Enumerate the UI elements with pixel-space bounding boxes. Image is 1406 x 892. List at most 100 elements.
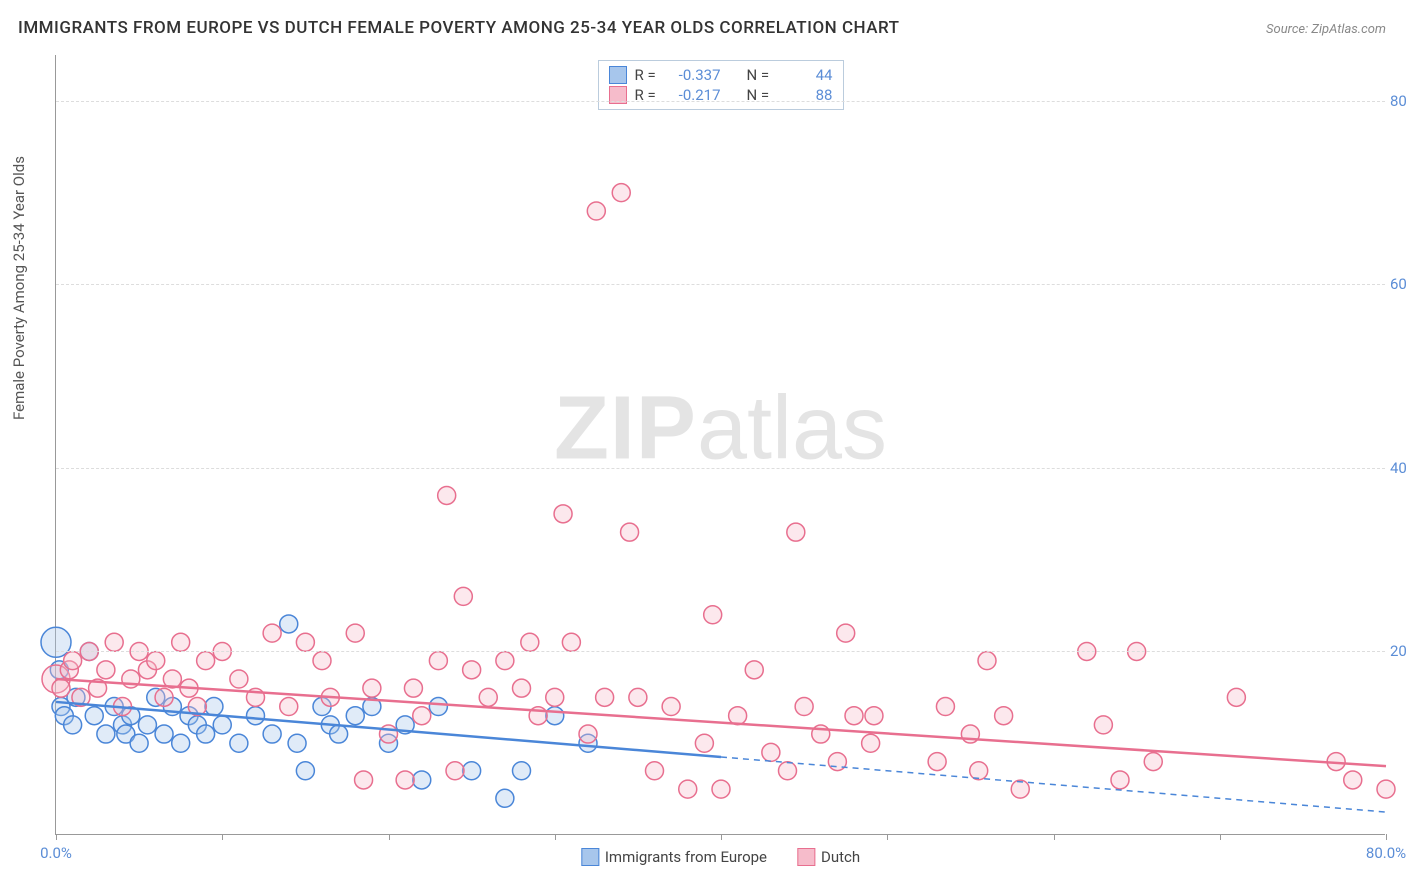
legend-item-dutch: Dutch (797, 848, 860, 866)
data-point-europe (85, 707, 103, 725)
data-point-dutch (479, 688, 497, 706)
data-point-dutch (679, 780, 697, 798)
data-point-dutch (704, 606, 722, 624)
data-point-europe (97, 725, 115, 743)
data-point-dutch (296, 633, 314, 651)
legend-label-dutch: Dutch (821, 848, 860, 866)
data-point-dutch (646, 762, 664, 780)
data-point-dutch (155, 688, 173, 706)
data-point-dutch (712, 780, 730, 798)
data-point-europe (263, 725, 281, 743)
data-point-europe (197, 725, 215, 743)
data-point-europe (429, 698, 447, 716)
source-label: Source: ZipAtlas.com (1266, 22, 1386, 37)
data-point-dutch (1344, 771, 1362, 789)
data-point-dutch (779, 762, 797, 780)
data-point-dutch (729, 707, 747, 725)
data-point-dutch (554, 505, 572, 523)
x-tick (1054, 834, 1055, 840)
data-point-dutch (280, 698, 298, 716)
data-point-dutch (1227, 688, 1245, 706)
y-tick-label: 20.0% (1390, 642, 1406, 660)
x-tick (222, 834, 223, 840)
data-point-dutch (845, 707, 863, 725)
data-point-europe (230, 734, 248, 752)
grid-line (56, 651, 1385, 652)
data-point-europe (172, 734, 190, 752)
data-point-europe (64, 716, 82, 734)
data-point-dutch (404, 679, 422, 697)
data-point-dutch (745, 661, 763, 679)
data-point-dutch (363, 679, 381, 697)
data-point-dutch (995, 707, 1013, 725)
data-point-dutch (64, 652, 82, 670)
data-point-dutch (52, 679, 70, 697)
data-point-dutch (197, 652, 215, 670)
y-tick-label: 60.0% (1390, 275, 1406, 293)
data-point-dutch (621, 523, 639, 541)
x-tick (56, 834, 57, 840)
data-point-dutch (928, 753, 946, 771)
data-point-dutch (454, 587, 472, 605)
data-point-europe (41, 627, 71, 657)
x-tick-label: 80.0% (1366, 844, 1406, 862)
x-tick (389, 834, 390, 840)
data-point-europe (247, 707, 265, 725)
data-point-dutch (546, 688, 564, 706)
data-point-europe (346, 707, 364, 725)
data-point-dutch (936, 698, 954, 716)
data-point-dutch (865, 707, 883, 725)
data-point-dutch (313, 652, 331, 670)
x-tick (721, 834, 722, 840)
data-point-dutch (463, 661, 481, 679)
data-point-dutch (396, 771, 414, 789)
data-point-dutch (513, 679, 531, 697)
data-point-dutch (413, 707, 431, 725)
data-point-dutch (978, 652, 996, 670)
swatch-europe-bottom (581, 848, 599, 866)
data-point-europe (296, 762, 314, 780)
data-point-dutch (1377, 780, 1395, 798)
data-point-europe (463, 762, 481, 780)
data-point-europe (213, 716, 231, 734)
data-point-dutch (862, 734, 880, 752)
series-legend: Immigrants from Europe Dutch (581, 848, 860, 866)
data-point-dutch (762, 743, 780, 761)
data-point-europe (496, 789, 514, 807)
grid-line (56, 101, 1385, 102)
trend-line-europe-ext (721, 757, 1386, 812)
data-point-dutch (587, 202, 605, 220)
data-point-europe (413, 771, 431, 789)
data-point-dutch (263, 624, 281, 642)
data-point-europe (546, 707, 564, 725)
data-point-dutch (662, 698, 680, 716)
data-point-dutch (521, 633, 539, 651)
x-tick (1220, 834, 1221, 840)
data-point-europe (288, 734, 306, 752)
data-point-dutch (837, 624, 855, 642)
data-point-dutch (970, 762, 988, 780)
data-point-dutch (579, 725, 597, 743)
data-point-dutch (612, 184, 630, 202)
data-point-dutch (596, 688, 614, 706)
data-point-dutch (97, 661, 115, 679)
data-point-dutch (695, 734, 713, 752)
data-point-dutch (562, 633, 580, 651)
data-point-dutch (787, 523, 805, 541)
data-point-dutch (1094, 716, 1112, 734)
data-point-europe (205, 698, 223, 716)
swatch-dutch-bottom (797, 848, 815, 866)
data-point-dutch (355, 771, 373, 789)
x-tick (555, 834, 556, 840)
chart-title: IMMIGRANTS FROM EUROPE VS DUTCH FEMALE P… (18, 18, 900, 38)
y-tick-label: 40.0% (1390, 459, 1406, 477)
data-point-dutch (172, 633, 190, 651)
data-point-dutch (496, 652, 514, 670)
data-point-dutch (795, 698, 813, 716)
data-point-europe (155, 725, 173, 743)
data-point-dutch (147, 652, 165, 670)
grid-line (56, 468, 1385, 469)
x-tick-label: 0.0% (40, 844, 72, 862)
x-tick (887, 834, 888, 840)
data-point-dutch (230, 670, 248, 688)
